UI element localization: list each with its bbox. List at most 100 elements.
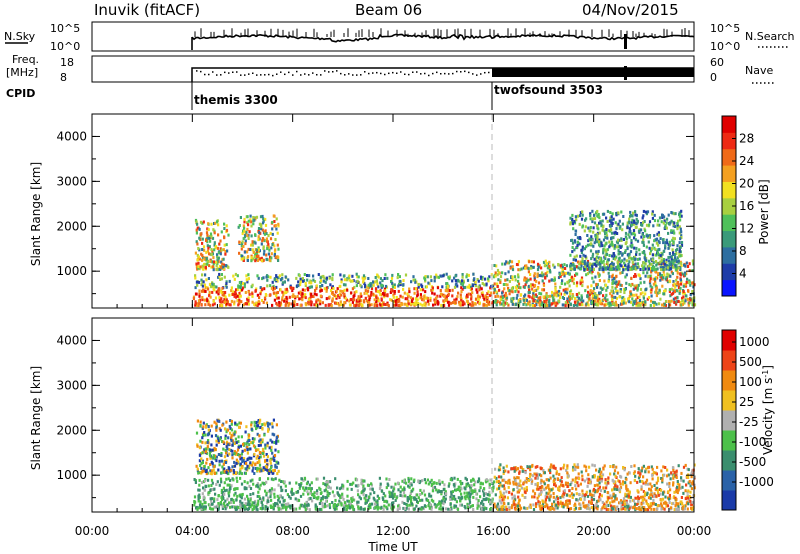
data-cell <box>403 291 406 295</box>
data-cell <box>621 259 624 263</box>
data-cell <box>250 259 253 263</box>
data-cell <box>593 287 596 291</box>
data-cell <box>543 295 546 299</box>
data-cell <box>651 258 654 262</box>
data-cell <box>674 285 677 289</box>
data-cell <box>599 291 602 295</box>
data-cell <box>450 490 453 494</box>
data-cell <box>559 285 562 289</box>
data-cell <box>639 281 642 285</box>
data-cell <box>281 496 284 500</box>
data-cell <box>273 254 276 257</box>
data-cell <box>382 302 385 306</box>
data-cell <box>330 289 333 292</box>
data-cell <box>270 448 273 452</box>
data-cell <box>571 219 574 223</box>
data-cell <box>464 497 467 501</box>
data-cell <box>306 507 309 511</box>
data-cell <box>593 262 596 266</box>
data-cell <box>381 279 384 283</box>
data-cell <box>470 295 473 299</box>
data-cell <box>204 441 207 445</box>
data-cell <box>201 241 204 245</box>
data-cell <box>638 299 642 302</box>
data-cell <box>247 298 250 302</box>
data-cell <box>676 227 679 231</box>
data-cell <box>265 491 268 495</box>
data-cell <box>602 298 605 302</box>
data-cell <box>675 268 678 272</box>
data-cell <box>201 298 204 302</box>
data-cell <box>598 485 601 489</box>
data-cell <box>625 281 628 285</box>
data-cell <box>215 264 218 268</box>
data-cell <box>431 286 434 290</box>
data-cell <box>203 248 206 252</box>
data-cell <box>583 262 586 266</box>
data-cell <box>351 496 354 500</box>
data-cell <box>218 242 221 246</box>
data-cell <box>367 505 370 509</box>
data-cell <box>647 240 650 244</box>
data-cell <box>235 288 238 292</box>
data-cell <box>589 217 592 221</box>
data-cell <box>604 283 608 287</box>
data-cell <box>195 240 198 244</box>
nave-dot <box>304 73 306 75</box>
data-cell <box>554 289 557 293</box>
data-cell <box>597 213 600 216</box>
data-cell <box>321 504 324 508</box>
data-cell <box>278 478 281 482</box>
data-cell <box>251 300 254 304</box>
data-cell <box>591 299 594 302</box>
data-cell <box>356 279 359 283</box>
data-cell <box>542 260 546 264</box>
data-cell <box>287 278 290 282</box>
data-cell <box>596 252 599 256</box>
data-cell <box>503 294 506 298</box>
colorbar-swatch <box>722 165 736 182</box>
data-cell <box>247 296 250 300</box>
data-cell <box>620 507 623 511</box>
data-cell <box>289 286 293 290</box>
data-cell <box>422 298 425 302</box>
data-cell <box>201 264 204 268</box>
data-cell <box>483 506 487 510</box>
data-cell <box>336 491 339 495</box>
data-cell <box>517 273 520 277</box>
data-cell <box>415 497 418 501</box>
data-cell <box>363 277 366 281</box>
data-cell <box>257 499 260 503</box>
data-cell <box>244 505 247 509</box>
data-cell <box>486 296 489 300</box>
data-cell <box>494 299 497 303</box>
data-cell <box>595 255 598 259</box>
data-cell <box>668 279 671 283</box>
data-cell <box>224 499 227 503</box>
data-cell <box>545 491 548 495</box>
data-cell <box>428 494 431 498</box>
data-cell <box>401 295 404 299</box>
data-cell <box>236 460 239 464</box>
data-cell <box>346 487 349 491</box>
data-cell <box>545 261 548 265</box>
data-cell <box>332 293 335 296</box>
data-cell <box>224 507 227 511</box>
data-cell <box>571 250 574 254</box>
data-cell <box>657 262 660 266</box>
data-cell <box>308 281 311 285</box>
data-cell <box>642 295 645 299</box>
data-cell <box>397 284 400 288</box>
data-cell <box>258 296 261 300</box>
data-cell <box>322 495 325 499</box>
data-cell <box>239 216 242 219</box>
data-cell <box>542 295 545 299</box>
data-cell <box>203 298 206 302</box>
data-cell <box>630 276 633 280</box>
data-cell <box>214 246 217 250</box>
data-cell <box>383 277 386 280</box>
data-cell <box>580 294 583 298</box>
data-cell <box>560 282 563 285</box>
data-cell <box>363 487 366 491</box>
data-cell <box>201 289 204 293</box>
